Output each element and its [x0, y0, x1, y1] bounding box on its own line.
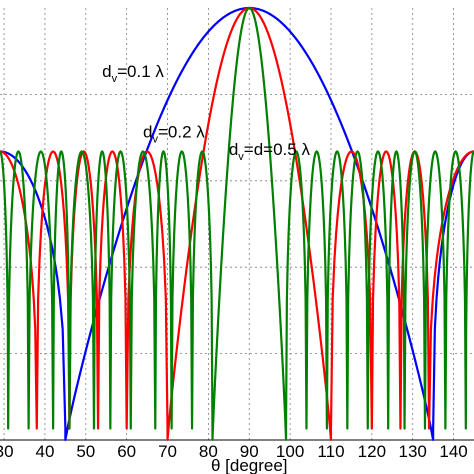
x-tick-label: 40	[35, 442, 54, 461]
x-tick-label: 120	[358, 442, 386, 461]
series-layer	[0, 6, 474, 441]
x-tick-label: 50	[76, 442, 95, 461]
annotations: dv=0.1 λ dv=0.2 λ dv=d=0.5 λ	[102, 62, 310, 163]
x-tick-label: 60	[117, 442, 136, 461]
series-line-green	[0, 6, 474, 441]
x-tick-label: 30	[0, 442, 14, 461]
x-tick-label: 70	[158, 442, 177, 461]
x-tick-label: 80	[199, 442, 218, 461]
annotation-2: dv=d=0.5 λ	[229, 140, 311, 163]
x-tick-label: 140	[439, 442, 467, 461]
x-tick-labels: 30 40 50 60 70 80 90 100 110 120 130 140	[0, 442, 468, 461]
x-axis-title: θ [degree]	[211, 456, 288, 474]
annotation-0: dv=0.1 λ	[102, 62, 164, 85]
x-tick-label: 90	[240, 442, 259, 461]
annotation-1: dv=0.2 λ	[143, 123, 205, 146]
series-line-red	[0, 6, 474, 441]
x-tick-label: 110	[317, 442, 344, 461]
x-tick-label: 100	[276, 442, 304, 461]
x-tick-label: 130	[399, 442, 427, 461]
